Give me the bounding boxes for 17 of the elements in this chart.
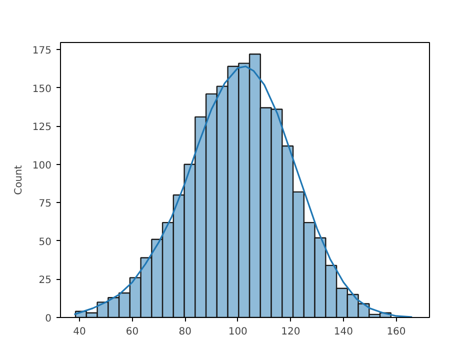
x-tick-label: 80 — [178, 326, 192, 338]
y-tick-label: 75 — [38, 198, 52, 210]
y-tick-label: 0 — [45, 314, 52, 324]
y-axis-title: Count — [13, 165, 24, 195]
y-tick-label: 25 — [38, 275, 52, 286]
x-tick-label: 40 — [73, 326, 86, 338]
line-series — [73, 66, 413, 318]
x-tick-label: 120 — [281, 326, 300, 338]
x-tick-label: 60 — [126, 326, 139, 338]
y-tick-label: 125 — [32, 122, 52, 134]
y-tick-label: 175 — [32, 46, 52, 57]
y-tick-label: 100 — [32, 160, 52, 172]
x-tick-label: 160 — [386, 326, 406, 338]
y-tick-label: 150 — [32, 84, 52, 95]
x-tick-label: 140 — [334, 326, 354, 338]
y-tick-label: 50 — [38, 236, 52, 248]
x-tick-label: 100 — [228, 326, 248, 338]
